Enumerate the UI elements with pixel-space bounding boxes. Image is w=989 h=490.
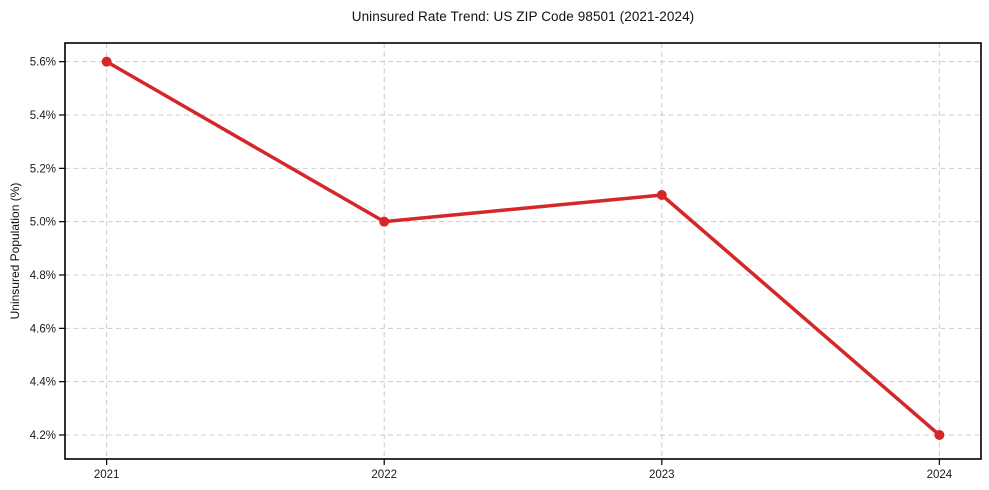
trend-line bbox=[104, 59, 942, 437]
x-tick-label: 2023 bbox=[649, 469, 675, 481]
y-tick-label: 5.0% bbox=[30, 217, 56, 229]
x-tick-label: 2022 bbox=[371, 469, 397, 481]
chart-title: Uninsured Rate Trend: US ZIP Code 98501 … bbox=[351, 9, 695, 24]
y-tick-label: 4.2% bbox=[30, 430, 56, 442]
data-point-2022 bbox=[379, 216, 390, 227]
plot-border bbox=[64, 42, 982, 460]
x-tick-label: 2021 bbox=[94, 469, 120, 481]
y-tick-label: 4.6% bbox=[30, 323, 56, 335]
data-point-2021 bbox=[101, 56, 112, 67]
y-tick-label: 5.4% bbox=[30, 110, 56, 122]
data-point-2024 bbox=[934, 430, 945, 440]
y-axis-label: Uninsured Population (%) bbox=[8, 182, 22, 320]
y-tick-label: 4.8% bbox=[30, 270, 56, 282]
data-point-2023 bbox=[656, 190, 667, 200]
x-tick-label: 2024 bbox=[927, 469, 953, 481]
y-tick-label: 5.6% bbox=[30, 57, 56, 69]
y-tick-label: 5.2% bbox=[30, 163, 56, 175]
y-tick-label: 4.4% bbox=[30, 377, 56, 389]
